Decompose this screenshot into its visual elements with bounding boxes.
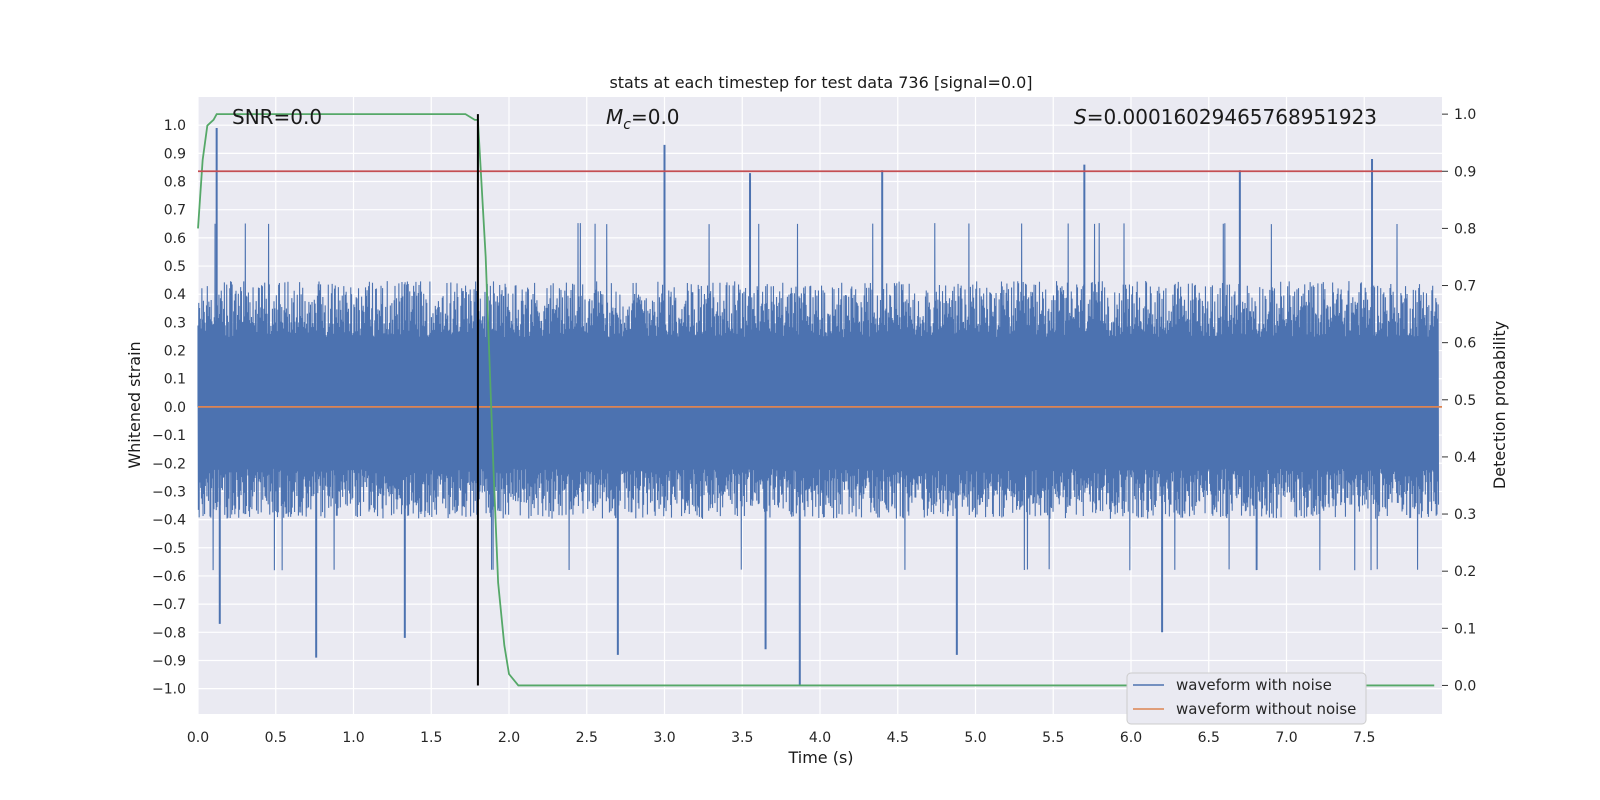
x-tick-label: 5.0 <box>964 730 986 746</box>
y-left-tick-label: 0.7 <box>164 203 186 219</box>
y-left-tick-label: −0.7 <box>152 597 186 613</box>
legend-label-noise: waveform with noise <box>1176 676 1332 694</box>
y-left-tick-label: −0.9 <box>152 653 186 669</box>
noise-waveform-line <box>197 223 1440 571</box>
noise-waveform <box>197 127 1440 686</box>
y-left-tick-label: −0.8 <box>152 625 186 641</box>
x-tick-label: 7.5 <box>1353 730 1375 746</box>
y-left-tick-label: −0.3 <box>152 484 186 500</box>
y-axis-right-title: Detection probability <box>1490 321 1509 489</box>
y-right-tick-label: 0.6 <box>1454 336 1476 352</box>
y-left-tick-label: 0.3 <box>164 315 186 331</box>
s-symbol: S <box>1074 105 1087 129</box>
x-tick-label: 2.5 <box>576 730 598 746</box>
x-tick-label: 0.0 <box>187 730 209 746</box>
x-tick-label: 1.0 <box>342 730 364 746</box>
chart-title: stats at each timestep for test data 736… <box>609 73 1032 92</box>
y-left-tick-label: 0.6 <box>164 231 186 247</box>
mc-annotation: Mc=0.0 <box>606 105 680 133</box>
y-right-tick-label: 0.8 <box>1454 221 1476 237</box>
legend: waveform with noise waveform without noi… <box>1126 672 1367 725</box>
s-annotation: S=0.00016029465768951923 <box>1074 105 1377 129</box>
mc-subscript: c <box>623 117 631 133</box>
x-tick-label: 1.5 <box>420 730 442 746</box>
y-left-tick-label: 0.1 <box>164 372 186 388</box>
y-left-tick-label: −0.1 <box>152 428 186 444</box>
y-left-tick-label: 1.0 <box>164 118 186 134</box>
x-tick-label: 4.0 <box>809 730 831 746</box>
mc-value: =0.0 <box>631 105 680 129</box>
y-left-tick-label: 0.4 <box>164 287 186 303</box>
y-left-tick-label: −0.5 <box>152 541 186 557</box>
legend-label-clean: waveform without noise <box>1176 700 1356 718</box>
x-axis-title: Time (s) <box>787 748 853 767</box>
y-axis-left: 1.0 0.9 0.8 0.7 0.6 0.5 0.4 0.3 0.2 0.1 0.0 −0.1 −0.… <box>152 118 186 697</box>
x-tick-label: 7.0 <box>1275 730 1297 746</box>
y-right-tick-label: 0.4 <box>1454 450 1476 466</box>
y-right-tick-label: 0.0 <box>1454 678 1476 694</box>
y-left-tick-label: −0.4 <box>152 513 186 529</box>
mc-symbol: M <box>606 105 623 129</box>
x-tick-label: 3.0 <box>653 730 675 746</box>
x-tick-label: 0.5 <box>265 730 287 746</box>
y-left-tick-label: −0.2 <box>152 456 186 472</box>
x-tick-label: 3.5 <box>731 730 753 746</box>
x-tick-label: 4.5 <box>887 730 909 746</box>
y-right-tick-label: 0.1 <box>1454 621 1476 637</box>
y-left-tick-label: 0.0 <box>164 400 186 416</box>
y-right-tick-label: 1.0 <box>1454 107 1476 123</box>
y-right-tick-label: 0.5 <box>1454 393 1476 409</box>
x-tick-label: 2.0 <box>498 730 520 746</box>
y-left-tick-label: 0.9 <box>164 146 186 162</box>
y-right-tick-label: 0.9 <box>1454 164 1476 180</box>
y-right-tick-label: 0.3 <box>1454 507 1476 523</box>
x-tick-label: 6.0 <box>1120 730 1142 746</box>
y-left-tick-label: 0.8 <box>164 175 186 191</box>
s-value: =0.00016029465768951923 <box>1087 105 1377 129</box>
y-right-tick-label: 0.7 <box>1454 279 1476 295</box>
series-lines <box>197 113 1442 687</box>
x-tick-label: 5.5 <box>1042 730 1064 746</box>
legend-box <box>1126 672 1367 725</box>
y-left-tick-label: 0.2 <box>164 344 186 360</box>
y-axis-right: 1.0 0.9 0.8 0.7 0.6 0.5 0.4 0.3 0.2 0.1 0.0 <box>1442 107 1476 694</box>
y-axis-left-title: Whitened strain <box>125 341 144 468</box>
x-tick-label: 6.5 <box>1198 730 1220 746</box>
snr-annotation: SNR=0.0 <box>232 105 322 129</box>
y-right-tick-label: 0.2 <box>1454 564 1476 580</box>
y-left-tick-label: −1.0 <box>152 682 186 698</box>
x-axis: 0.0 0.5 1.0 1.5 2.0 2.5 3.0 3.5 4.0 4.5 5.0 5.5 6.0 6… <box>187 730 1376 746</box>
y-left-tick-label: −0.6 <box>152 569 186 585</box>
y-left-tick-label: 0.5 <box>164 259 186 275</box>
